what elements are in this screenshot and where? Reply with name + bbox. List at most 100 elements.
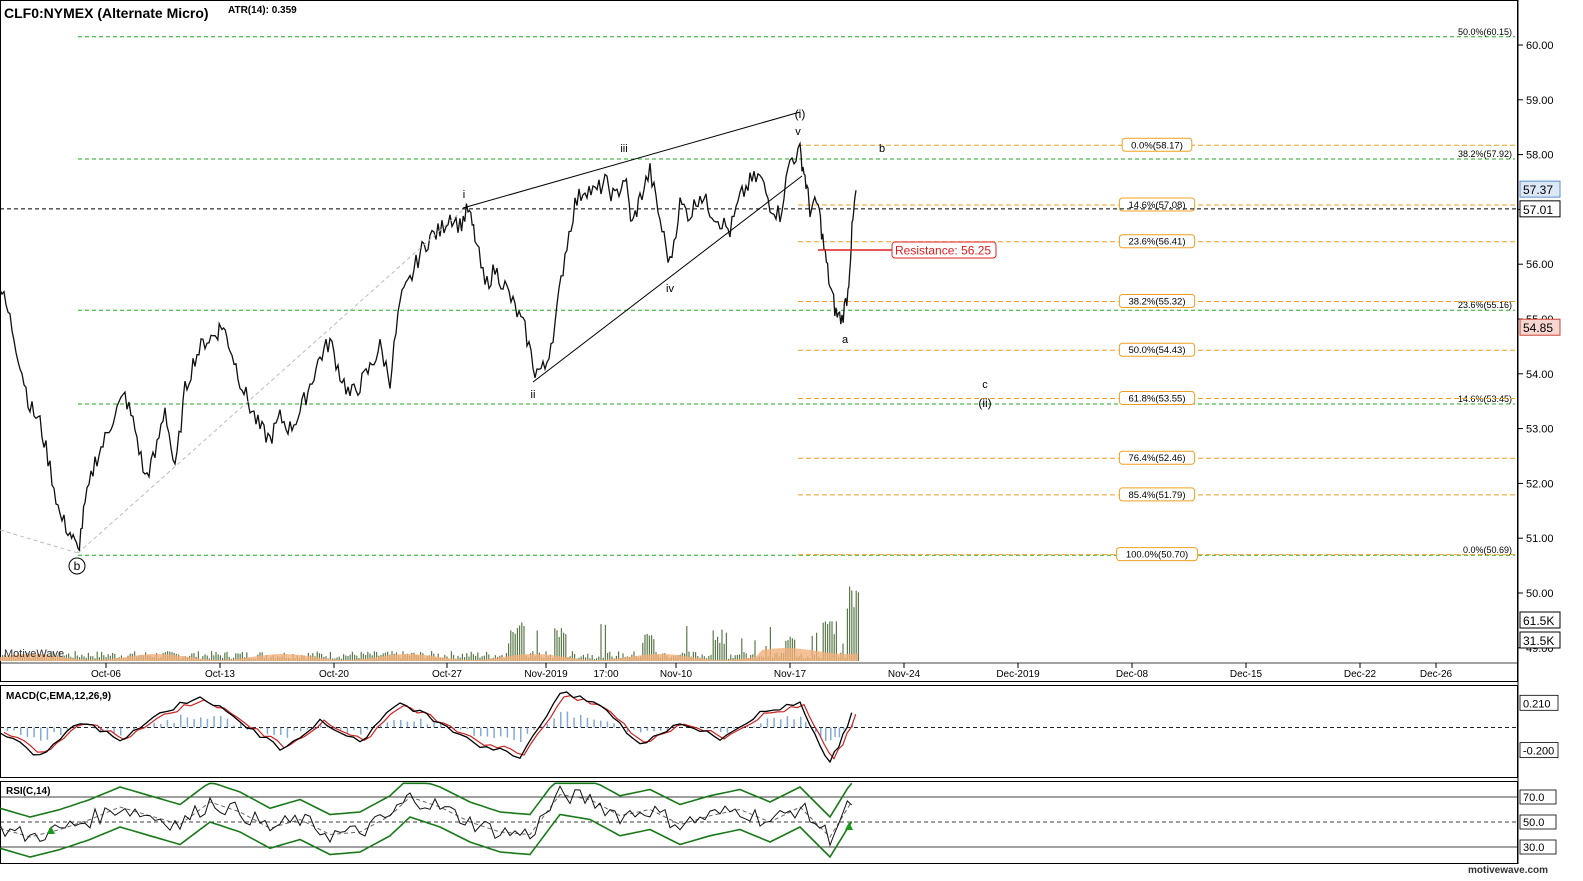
y-tick-label: 53.00	[1526, 424, 1554, 436]
macd-histogram-bar	[773, 718, 775, 728]
price-badge-label: 57.37	[1523, 183, 1553, 197]
rsi-up-arrow-marker	[47, 826, 55, 834]
x-tick-label: Nov-2019	[524, 669, 568, 680]
x-tick-label: Nov-10	[660, 669, 693, 680]
wave-label: (ii)	[978, 396, 991, 410]
macd-histogram-bar	[653, 728, 655, 732]
macd-histogram-bar	[707, 728, 709, 729]
y-tick-label: 52.00	[1526, 478, 1554, 490]
volume-bar	[856, 591, 857, 661]
volume-bar	[719, 643, 720, 661]
macd-histogram-bar	[347, 728, 349, 734]
volume-bar	[849, 586, 850, 661]
x-tick-label: Dec-22	[1344, 669, 1377, 680]
macd-histogram-bar	[20, 728, 22, 736]
volume-bar	[565, 634, 566, 661]
volume-bar	[605, 625, 606, 661]
macd-histogram-bar	[480, 728, 482, 737]
y-tick-label: 51.00	[1526, 533, 1554, 545]
orange-fib-label: 23.6%(56.41)	[1128, 237, 1185, 248]
macd-histogram-bar	[507, 728, 509, 738]
macd-histogram-bar	[260, 728, 262, 729]
macd-histogram-bar	[553, 718, 555, 727]
macd-histogram-bar	[700, 726, 702, 727]
macd-histogram-bar	[413, 721, 415, 727]
macd-histogram-bar	[207, 719, 209, 728]
macd-histogram-bar	[340, 728, 342, 730]
macd-histogram-bar	[727, 728, 729, 733]
macd-histogram-bar	[800, 717, 802, 728]
macd-histogram-bar	[13, 728, 15, 731]
macd-histogram-bar	[400, 720, 402, 728]
macd-histogram-bar	[180, 715, 182, 728]
volume-bar	[715, 640, 716, 661]
rsi-average-line	[0, 795, 852, 838]
volume-bar	[851, 590, 852, 661]
macd-histogram-bar	[513, 728, 515, 740]
orange-fib-label: 76.4%(52.46)	[1128, 453, 1185, 464]
macd-histogram-bar	[467, 728, 469, 730]
macd-histogram-bar	[153, 723, 155, 728]
volume-bar	[471, 652, 472, 661]
green-fib-label: 38.2%(57.92)	[1458, 149, 1512, 159]
macd-histogram-bar	[520, 728, 522, 742]
orange-fib-label: 0.0%(58.17)	[1131, 140, 1183, 151]
macd-histogram-bar	[40, 728, 42, 741]
layer-price	[0, 144, 856, 551]
macd-title: MACD(C,EMA,12,26,9)	[6, 691, 111, 702]
macd-histogram-bar	[680, 727, 682, 728]
macd-histogram-bar	[93, 728, 95, 729]
macd-histogram-bar	[580, 715, 582, 728]
macd-histogram-bar	[487, 728, 489, 737]
volume-bar	[226, 652, 227, 661]
x-tick-label: Oct-27	[432, 669, 462, 680]
y-tick-label: 59.00	[1526, 95, 1554, 107]
macd-histogram-bar	[60, 728, 62, 736]
macd-histogram-bar	[280, 728, 282, 735]
x-tick-label: Nov-24	[888, 669, 921, 680]
atr-label: ATR(14): 0.359	[228, 5, 297, 16]
macd-histogram-bar	[460, 728, 462, 730]
macd-histogram-bar	[600, 721, 602, 728]
green-fib-label: 0.0%(50.69)	[1463, 545, 1512, 555]
volume-bar	[853, 607, 854, 661]
y-tick-label: 56.00	[1526, 259, 1554, 271]
macd-histogram-bar	[187, 717, 189, 727]
x-tick-label: Dec-08	[1116, 669, 1149, 680]
macd-histogram-bar	[193, 719, 195, 727]
macd-line	[0, 692, 852, 762]
volume-bar	[101, 652, 102, 661]
macd-histogram-bar	[720, 728, 722, 733]
macd-histogram-bar	[120, 728, 122, 736]
macd-histogram-bar	[733, 728, 735, 729]
wave-label: b	[879, 143, 885, 155]
rsi-y-label: 50.0	[1523, 817, 1544, 829]
macd-histogram-bar	[133, 728, 135, 730]
wave-label: b	[74, 559, 81, 573]
macd-histogram-bar	[127, 728, 128, 729]
price-badge-label: 61.5K	[1523, 614, 1554, 628]
macd-histogram-bar	[220, 716, 222, 727]
macd-histogram-bar	[293, 728, 295, 731]
volume-bar	[97, 652, 98, 661]
volume-bar	[741, 638, 742, 661]
orange-fib-label: 85.4%(51.79)	[1128, 490, 1185, 501]
macd-histogram-bar	[160, 724, 162, 728]
volume-bar	[600, 624, 601, 661]
macd-y-label: 0.210	[1523, 698, 1551, 710]
macd-histogram-bar	[233, 726, 235, 728]
rsi-lower-band	[0, 815, 852, 858]
rsi-y-label: 70.0	[1523, 792, 1544, 804]
wave-label: c	[982, 379, 988, 391]
footer-brand: motivewave.com	[1468, 865, 1548, 876]
macd-histogram-bar	[360, 728, 362, 735]
macd-histogram-bar	[213, 716, 215, 727]
macd-histogram-bar	[167, 720, 169, 728]
macd-histogram-bar	[843, 728, 845, 730]
macd-histogram-bar	[793, 719, 795, 727]
macd-histogram-bar	[753, 726, 755, 727]
volume-bar	[858, 592, 859, 661]
x-tick-label: Dec-2019	[996, 669, 1040, 680]
macd-histogram-bar	[227, 719, 229, 728]
